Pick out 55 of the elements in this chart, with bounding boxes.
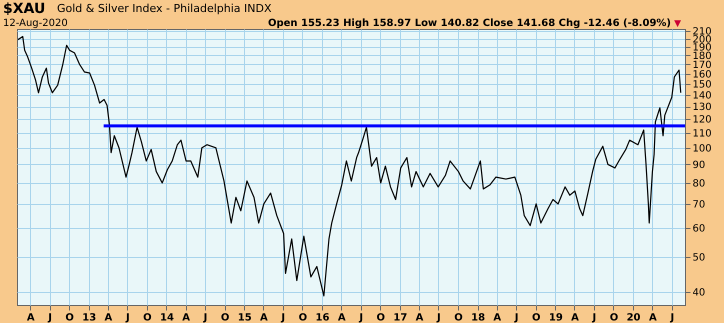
x-tick-label: J	[202, 312, 208, 323]
chart-title: $XAU	[3, 1, 46, 17]
x-tick-label: J	[280, 312, 286, 323]
x-tick-label: J	[358, 312, 364, 323]
x-tick-label: A	[416, 312, 424, 323]
x-tick-label: O	[143, 312, 152, 323]
x-tick-label: A	[571, 312, 580, 323]
x-tick-label: J	[47, 312, 52, 323]
y-tick-label: 60	[692, 224, 706, 235]
y-tick-label: 50	[692, 252, 706, 264]
x-tick-label: O	[454, 312, 463, 323]
y-tick-label: 80	[692, 178, 706, 190]
y-tick-label: 70	[692, 199, 706, 210]
x-tick-label: J	[514, 312, 519, 323]
x-tick-label: A	[26, 312, 35, 323]
y-tick-label: 180	[692, 50, 712, 62]
x-tick-label: J	[591, 312, 596, 323]
x-tick-label: 19	[548, 312, 563, 323]
x-tick-label: 15	[238, 312, 252, 323]
y-tick-label: 150	[692, 80, 712, 91]
y-tick-label: 110	[692, 128, 712, 140]
y-tick-label: 170	[692, 60, 712, 71]
x-tick-label: A	[104, 312, 113, 323]
y-tick-label: 100	[692, 143, 712, 154]
x-tick-label: O	[376, 312, 386, 323]
y-tick-label: 140	[692, 90, 712, 102]
y-tick-label: 130	[692, 102, 712, 114]
x-tick-label: A	[338, 312, 346, 323]
y-tick-label: 160	[692, 69, 712, 80]
text: 12-Aug-2020	[3, 18, 68, 29]
x-tick-label: 14	[160, 312, 174, 323]
x-tick-label: O	[298, 312, 308, 323]
chart-subtitle: Gold & Silver Index - Philadelphia INDX	[57, 2, 272, 15]
x-tick-label: A	[260, 312, 268, 323]
x-tick-label: 17	[393, 312, 408, 323]
y-tick-label: 40	[692, 287, 706, 298]
x-tick-label: J	[436, 312, 441, 323]
x-tick-label: O	[532, 312, 540, 323]
y-tick-label: 90	[692, 160, 706, 171]
x-tick-label: 16	[315, 312, 330, 323]
y-tick-label: 120	[692, 114, 712, 126]
x-tick-label: O	[65, 312, 74, 323]
x-tick-label: J	[124, 312, 130, 323]
line-series	[17, 36, 682, 296]
x-tick-label: A	[493, 312, 502, 323]
x-tick-label: 18	[471, 312, 486, 323]
x-tick-label: O	[220, 312, 230, 323]
x-tick-label: A	[182, 312, 190, 323]
text: ▼	[674, 19, 682, 29]
x-tick-label: 20	[626, 312, 641, 323]
text: Open 155.23 High 158.97 Low 140.82 Close 141.68 Chg -12.46 (-8.09%)	[268, 18, 671, 29]
x-tick-label: O	[610, 312, 618, 323]
x-tick-label: J	[669, 312, 674, 323]
x-tick-label: 13	[82, 312, 96, 323]
x-tick-label: A	[649, 312, 658, 323]
